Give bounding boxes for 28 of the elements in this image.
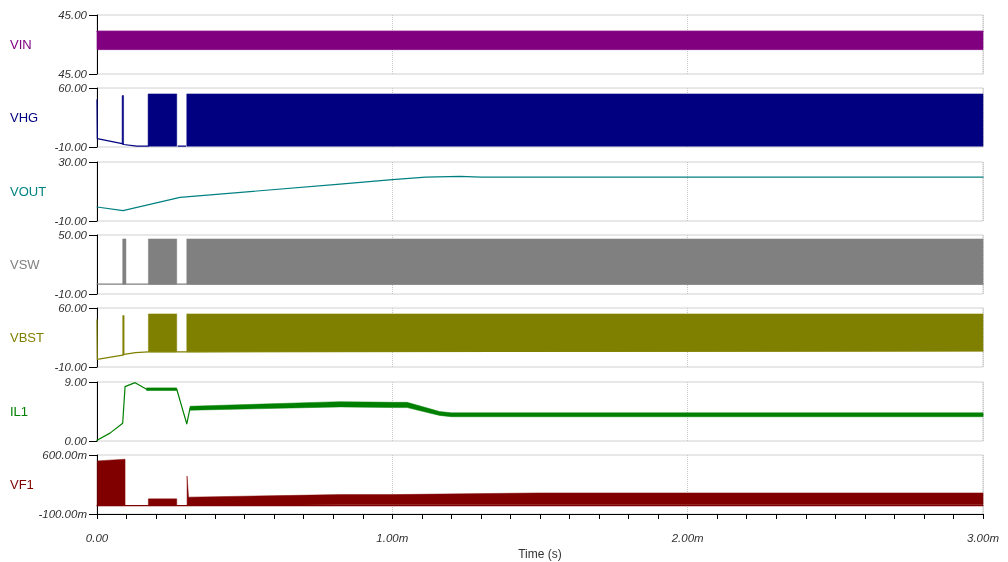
y-tick-label: 600.00m [42,448,88,461]
y-tick-label: -10.00 [54,141,88,154]
text: IL1 [10,403,29,418]
line-series [96,175,984,211]
y-tick-label: 45.00 [58,9,88,21]
text: VF1 [10,476,34,492]
line-series [96,381,984,441]
x-tick-label: 1.00m [376,531,409,544]
y-tick-label: 60.00 [58,302,88,315]
y-tick-label: -10.00 [54,287,88,300]
y-tick-label: 9.00 [64,375,88,388]
x-tick-label: 2.00m [670,531,705,544]
y-tick-label: -10.00 [54,361,88,374]
y-tick-label: 0.00 [64,434,88,447]
x-tick-label: 3.00m [967,531,1000,544]
text: VSW [10,256,41,272]
text: VBST [10,329,45,345]
text: VIN [10,36,32,52]
text: VOUT [10,183,47,199]
text: VHG [10,109,39,125]
y-tick-label: -100.00m [38,507,88,520]
y-tick-label: 60.00 [58,82,88,95]
x-tick-label: 0.00 [85,531,109,544]
y-tick-label: -10.00 [54,214,88,227]
y-tick-label: 50.00 [58,228,88,241]
y-tick-label: 45.00 [58,68,88,80]
y-tick-label: 30.00 [58,155,88,168]
x-axis-title: Time (s) [518,546,562,561]
